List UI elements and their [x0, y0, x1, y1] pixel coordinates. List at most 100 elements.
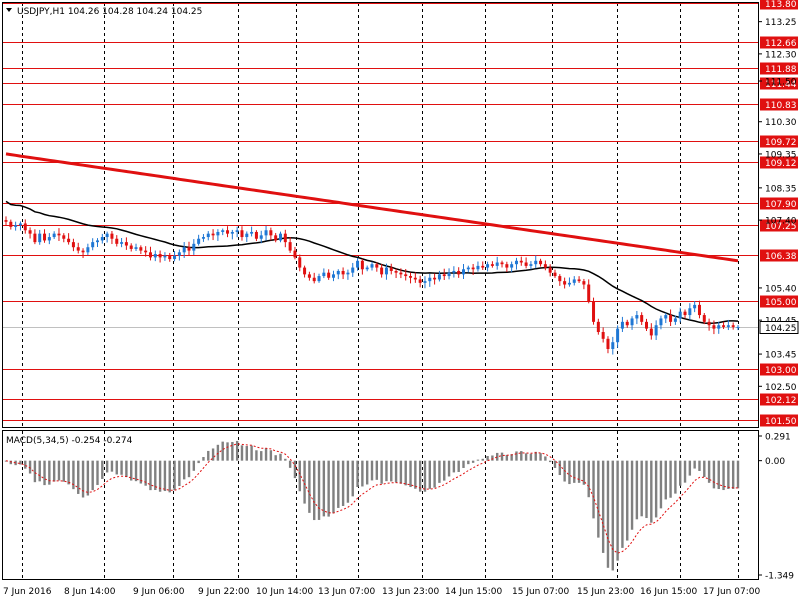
- candle[interactable]: [259, 230, 263, 244]
- candle[interactable]: [616, 325, 620, 348]
- candle[interactable]: [356, 258, 360, 271]
- candle[interactable]: [274, 232, 278, 243]
- candle[interactable]: [712, 320, 716, 335]
- candle[interactable]: [230, 229, 234, 240]
- candle[interactable]: [558, 274, 562, 286]
- candle[interactable]: [283, 229, 287, 248]
- candle[interactable]: [630, 316, 634, 330]
- candle[interactable]: [606, 336, 610, 354]
- candle[interactable]: [452, 266, 456, 278]
- candle[interactable]: [33, 229, 37, 245]
- candle[interactable]: [153, 250, 157, 262]
- candle[interactable]: [726, 319, 730, 331]
- candle[interactable]: [254, 230, 258, 242]
- candle[interactable]: [173, 250, 177, 262]
- candle[interactable]: [394, 268, 398, 279]
- candle[interactable]: [177, 249, 181, 261]
- candle[interactable]: [678, 307, 682, 323]
- dropdown-triangle-icon[interactable]: [6, 8, 12, 12]
- candle[interactable]: [539, 258, 543, 267]
- candle[interactable]: [577, 276, 581, 283]
- candle[interactable]: [519, 256, 523, 266]
- candle[interactable]: [221, 228, 225, 236]
- macd-panel[interactable]: [2, 430, 759, 580]
- candle[interactable]: [702, 313, 706, 325]
- candle[interactable]: [693, 301, 697, 313]
- candle[interactable]: [47, 233, 51, 245]
- candle[interactable]: [409, 272, 413, 284]
- candle[interactable]: [216, 229, 220, 241]
- candle[interactable]: [197, 234, 201, 246]
- candle[interactable]: [688, 303, 692, 320]
- candle[interactable]: [596, 318, 600, 335]
- candle[interactable]: [298, 254, 302, 272]
- candle[interactable]: [707, 318, 711, 331]
- candle[interactable]: [120, 237, 124, 248]
- candle[interactable]: [563, 277, 567, 289]
- candle[interactable]: [139, 245, 143, 254]
- candle[interactable]: [124, 237, 128, 250]
- candle[interactable]: [38, 229, 42, 245]
- main-price-panel[interactable]: [2, 2, 759, 428]
- candle[interactable]: [722, 321, 726, 329]
- candle[interactable]: [654, 320, 658, 340]
- candle[interactable]: [100, 233, 104, 244]
- candle[interactable]: [423, 276, 427, 289]
- candle[interactable]: [673, 315, 677, 325]
- candle[interactable]: [96, 238, 99, 247]
- candle[interactable]: [620, 316, 624, 333]
- candle[interactable]: [9, 219, 13, 230]
- candle[interactable]: [23, 219, 27, 234]
- candle[interactable]: [399, 268, 403, 279]
- candle[interactable]: [341, 267, 345, 280]
- candle[interactable]: [192, 239, 196, 255]
- candle[interactable]: [279, 231, 282, 243]
- candle[interactable]: [327, 269, 331, 280]
- candle[interactable]: [312, 272, 316, 284]
- candle[interactable]: [567, 277, 571, 287]
- candle[interactable]: [168, 252, 172, 262]
- candle[interactable]: [303, 265, 307, 278]
- candle[interactable]: [635, 310, 639, 325]
- candle[interactable]: [52, 231, 56, 239]
- candle[interactable]: [500, 260, 504, 268]
- candle[interactable]: [664, 312, 668, 324]
- candle[interactable]: [322, 268, 326, 279]
- candle[interactable]: [524, 257, 528, 269]
- candle[interactable]: [601, 327, 605, 343]
- candle[interactable]: [182, 242, 186, 258]
- candle[interactable]: [43, 229, 47, 243]
- candle[interactable]: [245, 231, 249, 242]
- candle[interactable]: [163, 252, 167, 261]
- candle[interactable]: [110, 230, 114, 245]
- candle[interactable]: [437, 270, 441, 282]
- candle[interactable]: [418, 275, 422, 288]
- candle[interactable]: [134, 243, 138, 251]
- candle[interactable]: [57, 228, 61, 241]
- candle[interactable]: [307, 271, 311, 281]
- trend-moving-average[interactable]: [5, 152, 739, 263]
- candle[interactable]: [14, 221, 18, 231]
- candle[interactable]: [144, 246, 148, 257]
- candle[interactable]: [331, 270, 335, 282]
- candle[interactable]: [514, 257, 518, 270]
- candle[interactable]: [659, 315, 663, 330]
- candle[interactable]: [317, 273, 321, 283]
- candle[interactable]: [433, 273, 437, 285]
- candle[interactable]: [490, 261, 494, 268]
- candle[interactable]: [717, 321, 721, 334]
- candle[interactable]: [697, 300, 701, 319]
- candle[interactable]: [370, 261, 374, 271]
- candle[interactable]: [235, 226, 239, 238]
- candle[interactable]: [67, 233, 71, 245]
- candle[interactable]: [592, 297, 596, 325]
- candle[interactable]: [428, 273, 432, 287]
- candle[interactable]: [187, 241, 191, 256]
- candle[interactable]: [360, 258, 364, 275]
- candle[interactable]: [413, 272, 417, 283]
- candle[interactable]: [105, 231, 109, 243]
- candle[interactable]: [625, 319, 629, 328]
- candle[interactable]: [582, 278, 586, 290]
- candle[interactable]: [91, 238, 95, 251]
- candle[interactable]: [669, 309, 673, 327]
